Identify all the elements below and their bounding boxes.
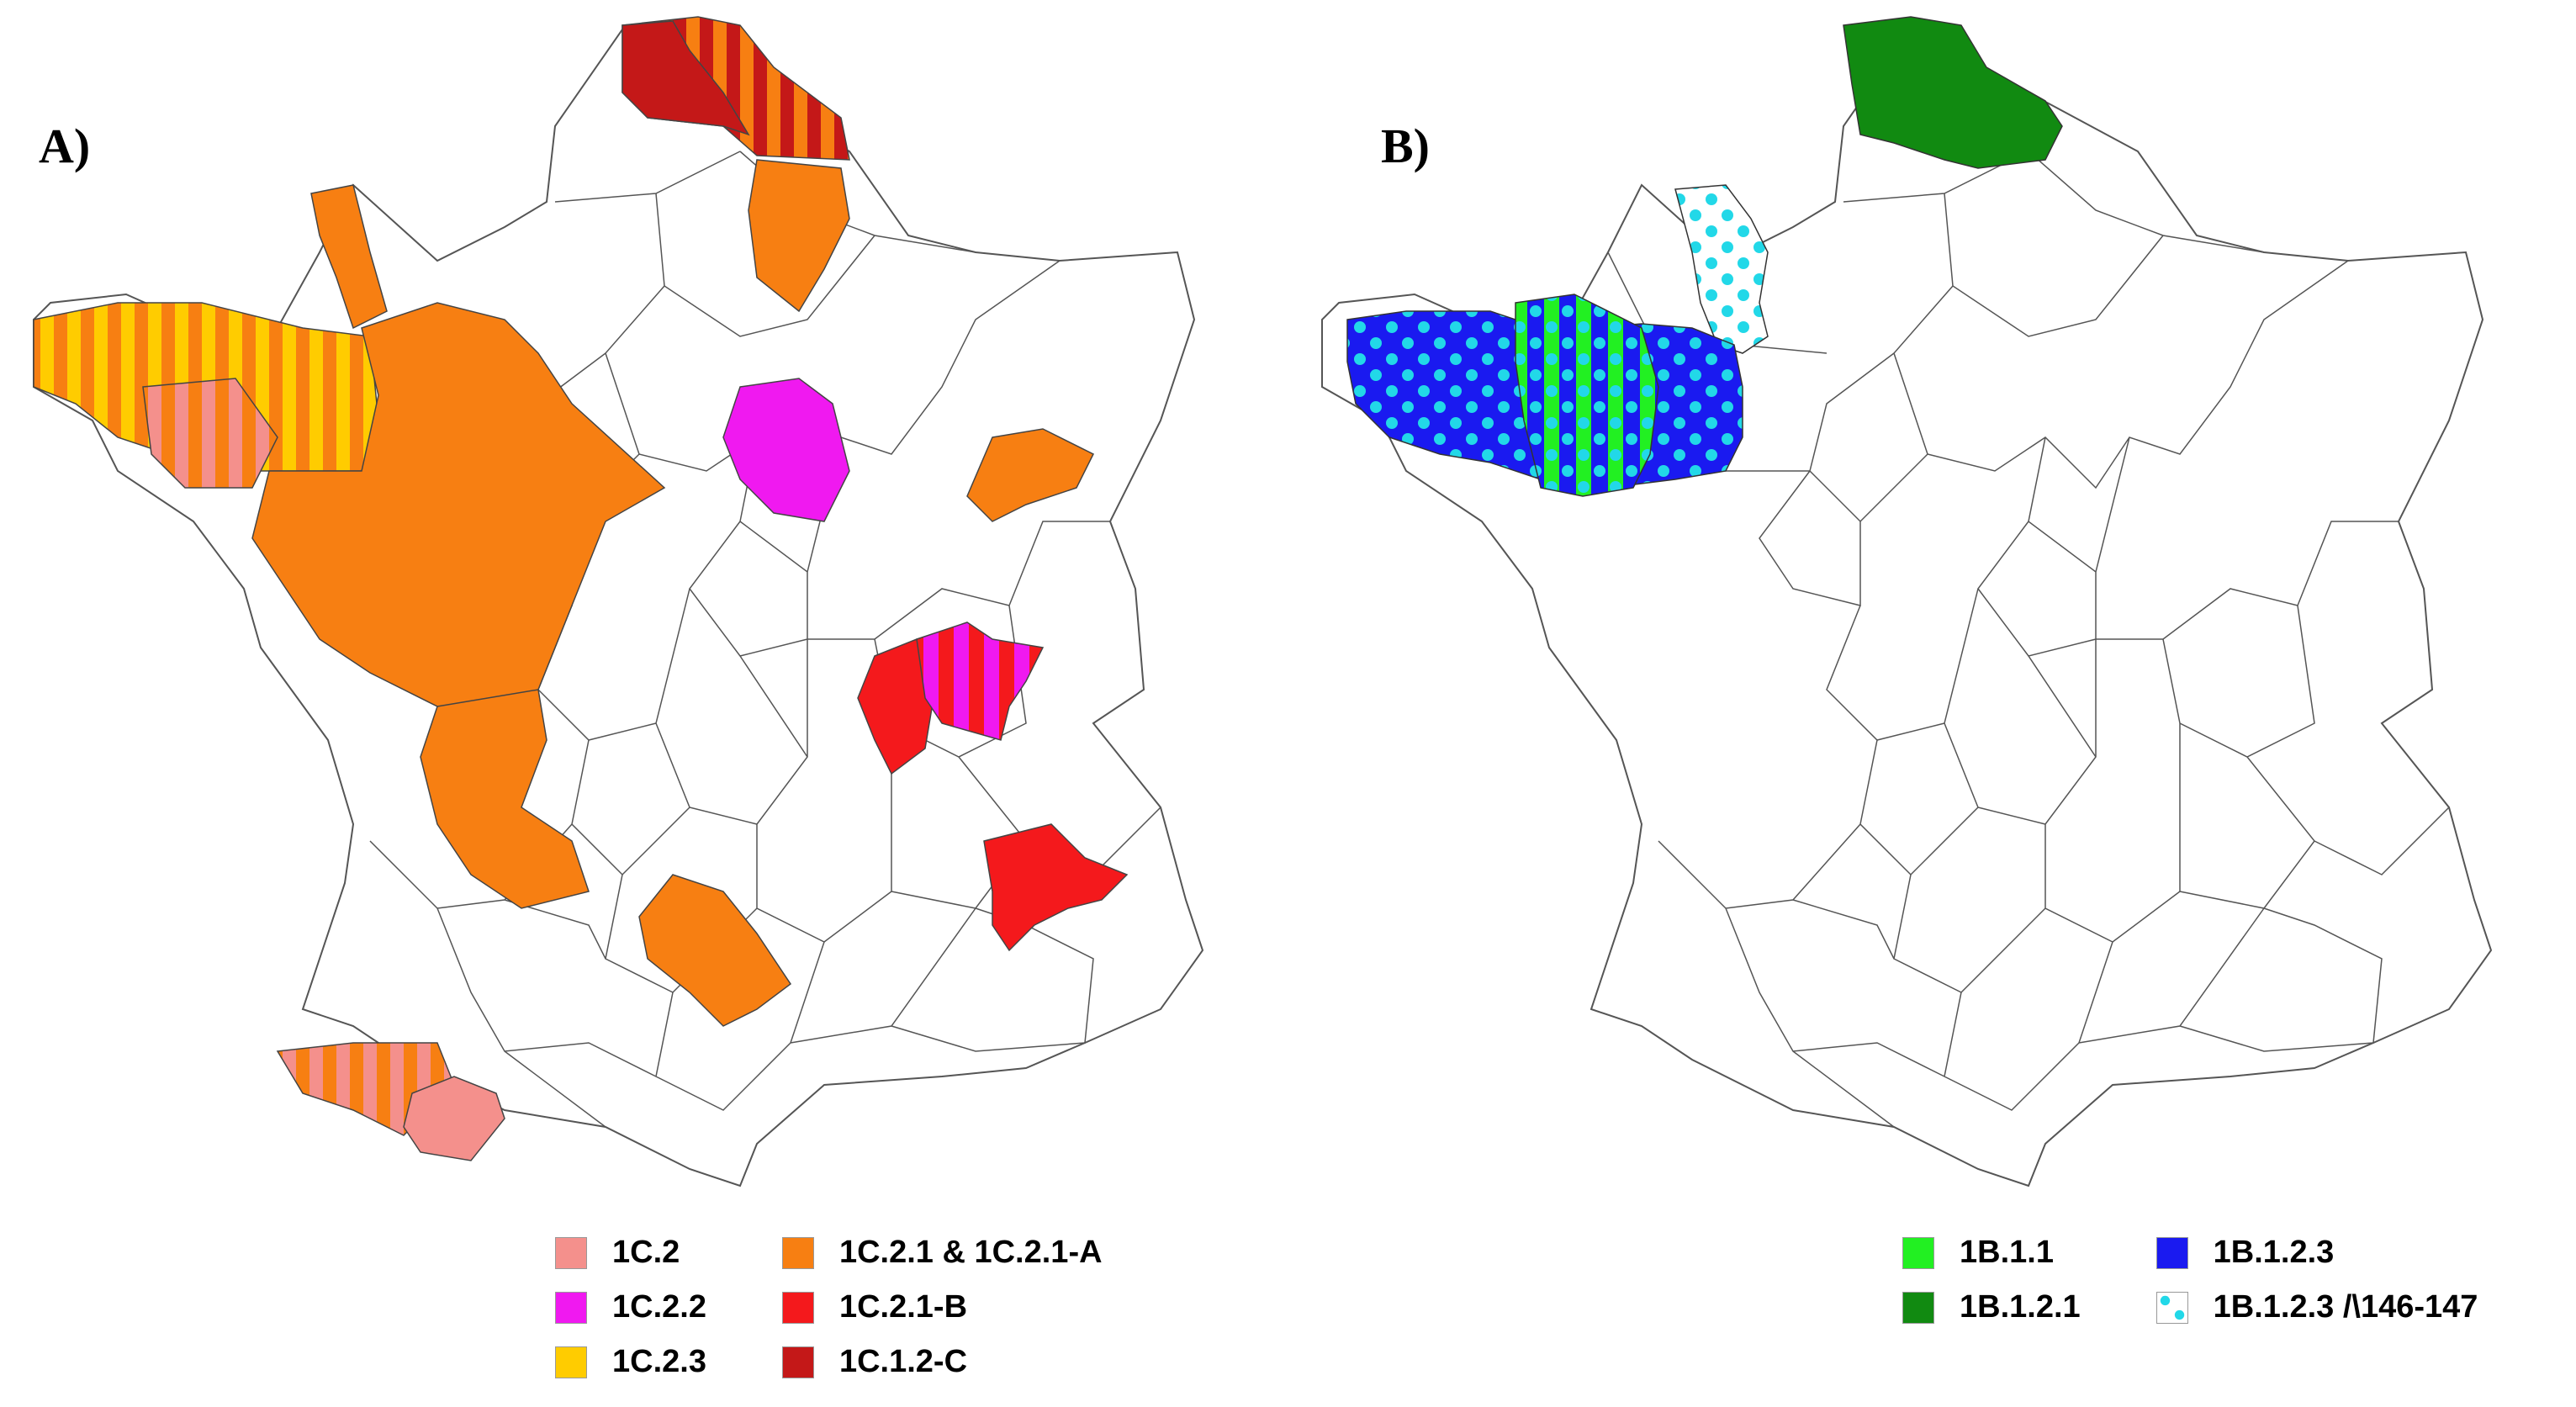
region-pyrenees-pink-a bbox=[403, 1076, 505, 1161]
panel-b-label: B) bbox=[1381, 119, 1430, 173]
legend-label: 1B.1.1 bbox=[1960, 1235, 2054, 1270]
legend-swatch bbox=[555, 1346, 587, 1378]
legend-swatch bbox=[2155, 1236, 2188, 1269]
legend-label: 1C.2 bbox=[612, 1235, 680, 1270]
region-haute-marne-a bbox=[966, 428, 1095, 522]
region-seine-maritime-b bbox=[1674, 184, 1769, 354]
legend-item: 1C.1.2-C bbox=[781, 1344, 1103, 1380]
legend-swatch bbox=[1902, 1236, 1934, 1269]
panel-a-label: A) bbox=[39, 119, 91, 173]
legend-label: 1B.1.2.3 /\146-147 bbox=[2213, 1289, 2478, 1325]
legend-item: 1C.2.3 bbox=[555, 1344, 706, 1380]
france-map-b bbox=[1321, 16, 2493, 1187]
legend-swatch bbox=[1902, 1291, 1934, 1324]
legend-item: 1C.2 bbox=[555, 1235, 706, 1271]
region-aisne-a bbox=[748, 159, 850, 313]
region-charente-a bbox=[420, 689, 590, 909]
legend-a: 1C.2 1C.2.1 & 1C.2.1-A 1C.2.2 1C.2.1-B 1… bbox=[555, 1235, 1103, 1380]
legend-item: 1B.1.2.1 bbox=[1902, 1289, 2081, 1325]
region-isere-a bbox=[983, 823, 1129, 952]
legend-label: 1C.1.2-C bbox=[838, 1344, 968, 1379]
region-yonne-a bbox=[722, 378, 850, 522]
legend-item: 1C.2.1-B bbox=[781, 1289, 1103, 1325]
region-aveyron-a bbox=[638, 874, 792, 1027]
france-coastline-b bbox=[1321, 28, 2493, 1187]
legend-label: 1C.2.1-B bbox=[838, 1289, 968, 1325]
legend-label: 1B.1.2.1 bbox=[1960, 1289, 2081, 1325]
legend-swatch bbox=[781, 1291, 814, 1324]
region-morbihan-a bbox=[142, 378, 278, 489]
region-nord-b bbox=[1843, 16, 2063, 169]
panel-b: B) 1B.1.1 1B.1.2.3 1B.1.2.1 1B.1.2.3 /\ bbox=[1288, 0, 2576, 1407]
france-coastline-a bbox=[33, 28, 1204, 1187]
legend-swatch bbox=[555, 1291, 587, 1324]
legend-swatch-dots bbox=[2155, 1291, 2188, 1324]
france-outline-a bbox=[33, 28, 1204, 1187]
legend-item: 1B.1.2.3 bbox=[2155, 1235, 2478, 1271]
region-manche-a bbox=[310, 184, 388, 330]
legend-swatch bbox=[781, 1236, 814, 1269]
legend-swatch bbox=[555, 1236, 587, 1269]
france-outline-b bbox=[1321, 28, 2493, 1187]
legend-label: 1C.2.3 bbox=[612, 1344, 706, 1379]
legend-label: 1C.2.2 bbox=[612, 1289, 706, 1325]
legend-swatch bbox=[781, 1346, 814, 1378]
region-nord-darkred-a bbox=[622, 20, 750, 136]
region-ille-vilaine-b bbox=[1515, 294, 1659, 497]
legend-b: 1B.1.1 1B.1.2.3 1B.1.2.1 1B.1.2.3 /\146-… bbox=[1902, 1235, 2478, 1325]
legend-label: 1B.1.2.3 bbox=[2213, 1235, 2335, 1270]
legend-item: 1C.2.2 bbox=[555, 1289, 706, 1325]
legend-label: 1C.2.1 & 1C.2.1-A bbox=[838, 1235, 1103, 1270]
france-map-a bbox=[33, 16, 1204, 1187]
legend-item: 1B.1.1 bbox=[1902, 1235, 2081, 1271]
panel-a: A) 1C.2 bbox=[33, 16, 1204, 1380]
department-borders-b bbox=[1541, 151, 2450, 1128]
legend-item: 1B.1.2.3 /\146-147 bbox=[2155, 1289, 2478, 1325]
colored-departments-a bbox=[33, 16, 1129, 1161]
colored-departments-b bbox=[1346, 16, 2063, 497]
region-ain-a bbox=[916, 622, 1045, 741]
legend-item: 1C.2.1 & 1C.2.1-A bbox=[781, 1235, 1103, 1271]
